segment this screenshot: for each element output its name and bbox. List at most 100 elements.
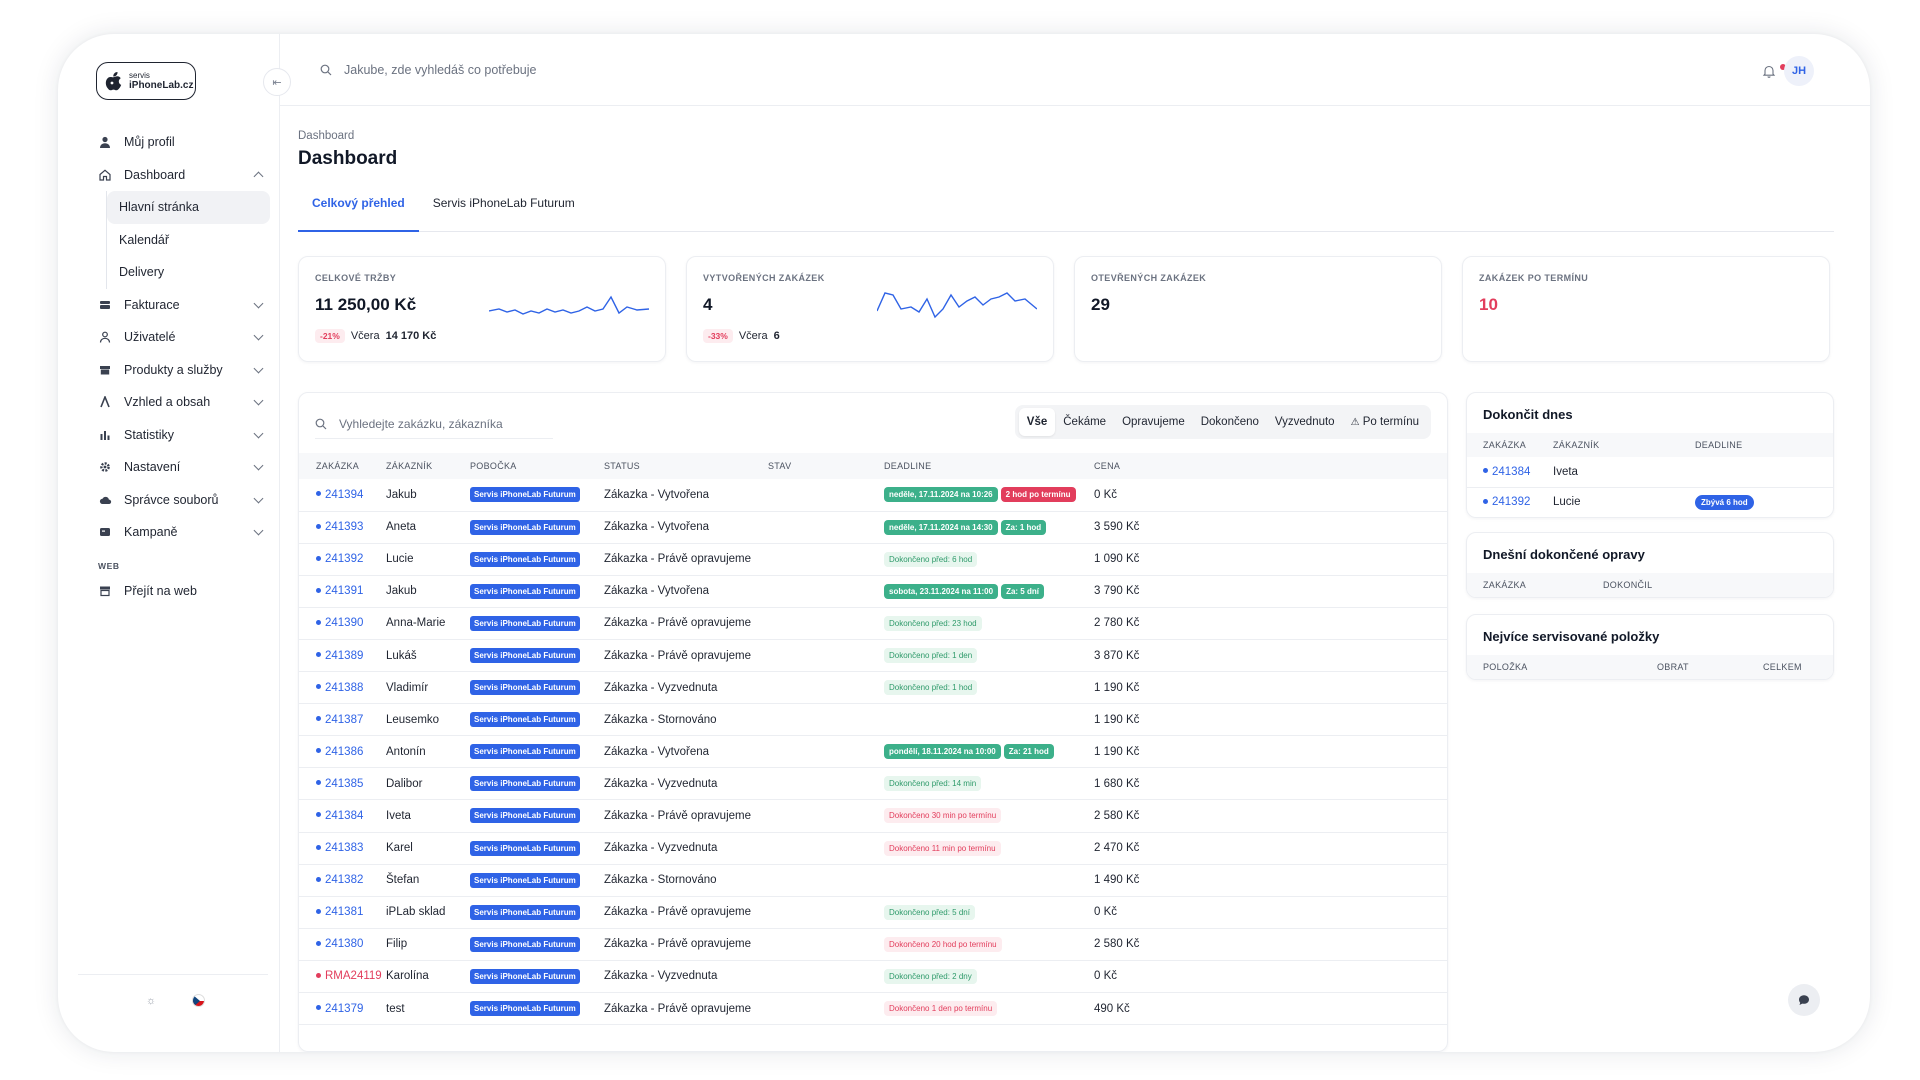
sidebar-item-users[interactable]: Uživatelé	[92, 321, 270, 354]
order-link[interactable]: 241389	[299, 639, 386, 673]
tab-branch-futurum[interactable]: Servis iPhoneLab Futurum	[432, 196, 575, 210]
sidebar-item-settings[interactable]: Nastavení	[92, 451, 270, 484]
branch-badge: Servis iPhoneLab Futurum	[470, 1001, 580, 1017]
sidebar-item-label: Dashboard	[124, 167, 186, 182]
branch-cell: Servis iPhoneLab Futurum	[470, 767, 604, 801]
sidebar-item-dashboard[interactable]: Dashboard	[92, 159, 270, 192]
table-row[interactable]: 241380 Filip Servis iPhoneLab Futurum Zákaz…	[299, 928, 1447, 961]
sidebar-item-products[interactable]: Produkty a služby	[92, 354, 270, 387]
collapse-sidebar-button[interactable]: ⇤	[263, 68, 291, 96]
filter-waiting[interactable]: Čekáme	[1063, 416, 1107, 428]
order-link[interactable]: 241382	[299, 864, 386, 897]
order-link[interactable]: 241385	[299, 767, 386, 801]
order-link[interactable]: 241383	[299, 832, 386, 865]
col-customer: ZÁKAZNÍK	[1553, 433, 1695, 457]
order-link[interactable]: 241380	[299, 928, 386, 961]
theme-toggle-icon[interactable]: ☼	[146, 994, 157, 1007]
table-row[interactable]: 241388 Vladimír Servis iPhoneLab Futurum Zá…	[299, 671, 1447, 705]
order-link[interactable]: 241392	[299, 543, 386, 576]
table-row[interactable]: 241393 Aneta Servis iPhoneLab Futurum Zákaz…	[299, 511, 1447, 544]
table-row[interactable]: RMA24119 Karolína Servis iPhoneLab Futurum…	[299, 960, 1447, 994]
table-row[interactable]: 241385 Dalibor Servis iPhoneLab Futurum Zák…	[299, 767, 1447, 801]
chat-button[interactable]	[1788, 984, 1820, 1016]
filter-picked-up[interactable]: Vyzvednuto	[1274, 416, 1335, 428]
order-link[interactable]: 241387	[299, 703, 386, 737]
deadline-cell: sobota, 23.11.2024 na 11:00 Za: 5 dní	[884, 575, 1094, 608]
order-link[interactable]: 241384	[299, 799, 386, 833]
table-row[interactable]: 241383 Karel Servis iPhoneLab Futurum Zákaz…	[299, 832, 1447, 865]
deadline-badge: Dokončeno před: 5 dní	[884, 904, 975, 920]
branch-badge: Servis iPhoneLab Futurum	[470, 487, 580, 503]
deadline-cell: Dokončeno před: 23 hod	[884, 607, 1094, 640]
deadline-badge: Dokončeno 30 min po termínu	[884, 808, 1002, 824]
branch-badge: Servis iPhoneLab Futurum	[470, 776, 580, 792]
order-link[interactable]: 241384	[1467, 457, 1553, 488]
order-link[interactable]: 241388	[299, 671, 386, 705]
global-search[interactable]: Jakube, zde vyhledáš co potřebuje	[320, 63, 537, 77]
compare-label: Včera	[350, 330, 380, 342]
avatar[interactable]: JH	[1784, 56, 1814, 86]
col-deadline[interactable]: DEADLINE	[884, 453, 1094, 479]
customer-name: Vladimír	[386, 671, 470, 705]
filter-finished[interactable]: Dokončeno	[1200, 416, 1259, 428]
table-row[interactable]: 241392 Lucie Zbývá 6 hod	[1467, 487, 1833, 517]
customer-name: Iveta	[386, 799, 470, 833]
sidebar-item-my-profile[interactable]: Můj profil	[92, 126, 270, 159]
table-row[interactable]: 241394 Jakub Servis iPhoneLab Futurum Zákaz…	[299, 479, 1447, 512]
order-link[interactable]: 241390	[299, 607, 386, 640]
order-link[interactable]: RMA24119	[299, 960, 386, 994]
order-link[interactable]: 241393	[299, 511, 386, 544]
col-customer[interactable]: ZÁKAZNÍK	[386, 453, 470, 479]
filter-overdue[interactable]: ⚠ Po termínu	[1343, 408, 1427, 436]
card-compare: -21% Včera 14 170 Kč	[315, 329, 436, 343]
col-status[interactable]: STATUS	[604, 453, 768, 479]
status-dot	[316, 876, 321, 882]
table-row[interactable]: 241379 test Servis iPhoneLab Futurum Zákazk…	[299, 992, 1447, 1026]
logo[interactable]: servis iPhoneLab.cz	[96, 62, 196, 100]
sidebar-item-invoicing[interactable]: Fakturace	[92, 289, 270, 322]
filter-all[interactable]: Vše	[1018, 408, 1056, 436]
table-row[interactable]: 241392 Lucie Servis iPhoneLab Futurum Zákaz…	[299, 543, 1447, 576]
order-link[interactable]: 241381	[299, 896, 386, 929]
sidebar-item-statistics[interactable]: Statistiky	[92, 419, 270, 452]
table-row[interactable]: 241391 Jakub Servis iPhoneLab Futurum Zákaz…	[299, 575, 1447, 608]
orders-search-input[interactable]: Vyhledejte zakázku, zákazníka	[315, 409, 553, 439]
tab-overview[interactable]: Celkový přehled	[298, 190, 419, 232]
table-header-row: ZAKÁZKA DOKONČIL	[1467, 573, 1833, 597]
table-row[interactable]: 241390 Anna-Marie Servis iPhoneLab Futurum…	[299, 607, 1447, 640]
order-link[interactable]: 241386	[299, 735, 386, 769]
sidebar-item-campaigns[interactable]: Kampaně	[92, 516, 270, 549]
col-order: ZAKÁZKA	[1467, 573, 1603, 597]
customer-name: Anna-Marie	[386, 607, 470, 640]
table-row[interactable]: 241386 Antonín Servis iPhoneLab Futurum Zák…	[299, 735, 1447, 769]
table-row[interactable]: 241382 Štefan Servis iPhoneLab Futurum Záka…	[299, 864, 1447, 897]
sidebar-item-delivery[interactable]: Delivery	[107, 256, 270, 289]
table-row[interactable]: 241389 Lukáš Servis iPhoneLab Futurum Zákaz…	[299, 639, 1447, 673]
order-link[interactable]: 241379	[299, 992, 386, 1026]
sidebar-item-appearance[interactable]: Vzhled a obsah	[92, 386, 270, 419]
sidebar-item-main-page[interactable]: Hlavní stránka	[107, 191, 270, 224]
table-row[interactable]: 241384 Iveta	[1467, 457, 1833, 488]
sidebar-item-calendar[interactable]: Kalendář	[107, 224, 270, 257]
order-link[interactable]: 241394	[299, 479, 386, 512]
language-flag-icon[interactable]	[192, 994, 206, 1007]
order-link[interactable]: 241392	[1467, 487, 1553, 517]
order-state	[768, 767, 884, 801]
branch-badge: Servis iPhoneLab Futurum	[470, 872, 580, 888]
table-row[interactable]: 241387 Leusemko Servis iPhoneLab Futurum Zá…	[299, 703, 1447, 737]
col-price[interactable]: CENA	[1094, 453, 1447, 479]
table-row[interactable]: 241384 Iveta Servis iPhoneLab Futurum Zákaz…	[299, 799, 1447, 833]
table-row[interactable]: 241381 iPLab sklad Servis iPhoneLab Futuru…	[299, 896, 1447, 929]
sidebar-item-file-manager[interactable]: Správce souborů	[92, 484, 270, 517]
customer-name: Antonín	[386, 735, 470, 769]
col-order[interactable]: ZAKÁZKA	[299, 453, 386, 479]
bell-icon[interactable]	[1762, 64, 1776, 78]
order-link[interactable]: 241391	[299, 575, 386, 608]
sidebar-item-go-to-web[interactable]: Přejít na web	[92, 575, 270, 608]
filter-repairing[interactable]: Opravujeme	[1122, 416, 1185, 428]
customer-name: Lukáš	[386, 639, 470, 673]
col-branch[interactable]: POBOČKA	[470, 453, 604, 479]
col-state[interactable]: STAV	[768, 453, 884, 479]
order-state	[768, 735, 884, 769]
breadcrumb[interactable]: Dashboard	[298, 130, 355, 142]
